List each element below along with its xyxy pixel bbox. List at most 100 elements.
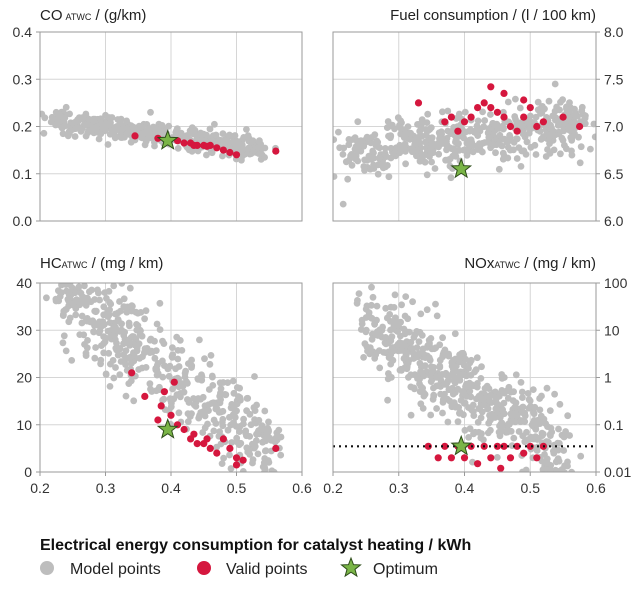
nox-model-point [368,315,376,322]
fuel-model-point [333,136,338,143]
fuel-model-point [417,124,425,132]
nox-model-point [445,352,453,360]
hc-model-point [106,383,114,390]
fuel-model-point [566,99,573,107]
hc-model-point [226,451,233,459]
hc-model-point [133,347,141,355]
co-valid-point [131,132,139,140]
nox-model-point [430,384,437,392]
fuel-model-point [419,151,427,159]
hc-model-point [96,327,104,335]
fuel-model-point [416,157,424,165]
fuel-model-point [382,163,389,171]
hc-model-point [220,454,228,462]
hc-model-point [262,447,270,455]
co-model-point [138,123,145,131]
nox-ytick-label: 10 [604,322,620,338]
co-model-point [261,154,268,161]
nox-model-point [437,390,444,398]
fuel-model-point [407,129,414,137]
hc-xtick-label: 0.5 [227,480,247,496]
hc-model-point [118,283,126,287]
nox-model-point [404,315,412,323]
co-model-point [249,138,256,145]
hc-model-point [128,302,136,309]
nox-model-point [515,428,523,435]
nox-model-point [562,431,570,439]
hc-model-point [224,426,232,434]
co-model-point [239,152,247,160]
fuel-model-point [345,136,353,143]
nox-model-point [493,454,501,461]
nox-model-point [407,383,415,391]
hc-model-point [96,296,103,304]
nox-model-point [417,310,425,318]
hc-model-point [263,435,271,442]
co-model-point [85,127,92,134]
nox-model-point [498,427,506,435]
hc-model-point [86,288,93,296]
hc-model-point [190,395,197,402]
nox-model-point [571,480,578,487]
co-ytick-label: 0.0 [13,213,33,229]
hc-model-point [115,346,123,353]
hc-model-point [122,392,130,400]
co-model-point [158,122,166,129]
nox-model-point [452,403,460,411]
nox-model-point [382,304,390,312]
co-valid-point [190,141,198,149]
hc-model-point [180,388,188,396]
hc-model-point [91,354,99,362]
hc-model-point [152,366,160,374]
hc-model-point [97,356,105,364]
nox-valid-point [520,449,528,457]
nox-model-point [507,418,515,426]
fuel-model-point [418,116,426,124]
nox-model-point [467,356,475,364]
co-model-point [214,138,221,145]
fuel-valid-point [513,127,521,135]
nox-model-point [409,349,417,357]
fuel-model-point [532,151,540,158]
hc-model-point [110,374,118,382]
fuel-model-point [523,138,531,146]
hc-model-point [195,414,203,422]
co-model-point [165,122,173,130]
nox-model-point [501,389,508,397]
nox-model-point [441,380,449,388]
fuel-model-point [460,134,468,142]
fuel-model-point [473,122,481,130]
hc-model-point [227,465,235,472]
fuel-model-point [431,165,439,172]
hc-valid-point [226,444,234,452]
hc-model-point [126,284,134,292]
hc-model-point [266,475,273,482]
co-model-point [139,130,147,138]
nox-model-point [517,379,525,386]
hc-model-point [243,407,251,415]
nox-model-point [560,447,568,454]
hc-model-point [112,364,119,371]
co-model-point [203,151,210,159]
nox-model-point [536,406,544,414]
nox-model-point [488,411,496,418]
hc-ytick-label: 30 [16,322,32,338]
hc-model-point [106,299,113,306]
hc-model-point [59,339,67,347]
hc-ytick-label: 20 [16,370,32,386]
nox-model-point [395,341,402,348]
hc-model-point [90,328,97,335]
nox-model-point [419,384,426,392]
fuel-valid-point [500,113,508,121]
fuel-model-point [543,130,550,138]
hc-valid-point [203,435,211,443]
fuel-model-point [455,146,463,154]
co-model-point [106,114,113,121]
fuel-model-point [568,147,575,155]
hc-model-point [205,407,212,414]
hc-model-point [230,389,238,397]
nox-model-point [417,368,424,376]
nox-title-sub: ATWC [494,260,520,270]
fuel-model-point [504,98,512,106]
nox-model-point [407,338,415,346]
